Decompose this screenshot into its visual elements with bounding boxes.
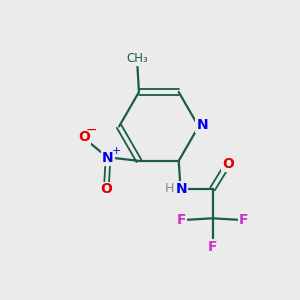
Text: F: F — [239, 213, 248, 227]
Text: O: O — [100, 182, 112, 197]
Text: O: O — [79, 130, 90, 144]
Text: −: − — [85, 123, 97, 137]
Text: CH₃: CH₃ — [127, 52, 148, 65]
Text: N: N — [196, 118, 208, 132]
Text: F: F — [177, 213, 186, 227]
Text: +: + — [112, 146, 121, 156]
Text: F: F — [208, 240, 217, 254]
Text: N: N — [176, 182, 188, 196]
Text: H: H — [165, 182, 175, 195]
Text: N: N — [102, 151, 114, 165]
Text: O: O — [222, 158, 234, 171]
